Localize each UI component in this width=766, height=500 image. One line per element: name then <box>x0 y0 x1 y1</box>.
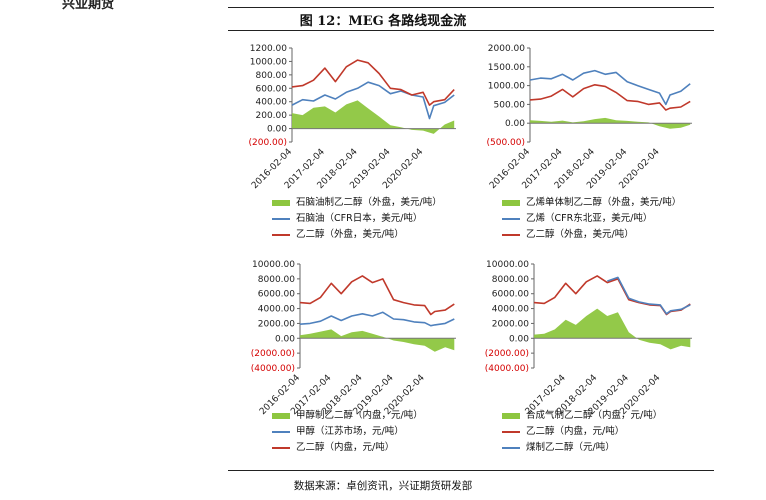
y-tick-label: 1500.00 <box>488 63 525 73</box>
chart-panel-syngas: (4000.00) (2000.00) 0.00 2000.00 4000.00 6000… <box>466 252 706 470</box>
legend-swatch <box>502 413 520 419</box>
title-rule <box>228 30 714 31</box>
series-area <box>292 100 455 134</box>
legend-swatch <box>272 431 290 433</box>
legend-swatch <box>502 431 520 433</box>
y-tick-label: 1200.00 <box>250 44 287 54</box>
series-line <box>607 276 691 315</box>
series-line <box>529 84 691 111</box>
chart-svg-ethylene: (500.00)0.00500.001000.001500.002000.002… <box>486 44 692 191</box>
legend-swatch <box>502 447 520 449</box>
y-tick-label: 1000.00 <box>488 82 525 92</box>
series-line <box>291 81 455 120</box>
y-tick-label: 2000.00 <box>492 319 529 329</box>
legend-swatch <box>272 413 290 419</box>
y-tick-label: 0.00 <box>505 119 525 129</box>
series-area <box>534 308 691 350</box>
legend-label: 甲醇（江苏市场，元/吨） <box>296 426 404 437</box>
y-tick-label: 10000.00 <box>252 260 295 270</box>
chart-svg-methanol: (4000.00) (2000.00) 0.00 2000.00 4000.00 6000… <box>251 260 456 417</box>
legend-swatch <box>502 234 520 236</box>
legend-label: 合成气制乙二醇（内盘，元/吨） <box>526 410 663 421</box>
source-note: 数据来源：卓创资讯，兴证期货研发部 <box>293 480 473 492</box>
y-tick-label: (4000.00) <box>485 364 529 374</box>
clipped-header-text: 兴业期货 <box>62 0 115 12</box>
y-tick-label: 4000.00 <box>258 305 295 315</box>
y-tick-label: 6000.00 <box>492 290 529 300</box>
top-rule <box>228 7 714 8</box>
legend-label: 乙烯（CFR东北亚，美元/吨） <box>526 213 653 224</box>
legend-swatch <box>272 218 290 220</box>
legend-label: 石脑油制乙二醇（外盘，美元/吨） <box>296 197 442 208</box>
y-tick-label: 4000.00 <box>492 305 529 315</box>
legend-label: 煤制乙二醇（元/吨） <box>526 442 615 453</box>
chart-svg-naphtha: (200.00) 0.00 200.00 400.00 600.00 800.00 1000… <box>248 44 456 191</box>
legend-swatch <box>502 218 520 220</box>
series-line <box>299 311 455 327</box>
bottom-rule <box>228 470 714 471</box>
legend-label: 乙烯单体制乙二醇（外盘，美元/吨） <box>526 197 682 208</box>
series-line <box>299 275 455 316</box>
chart-panel-methanol: (4000.00) (2000.00) 0.00 2000.00 4000.00 6000… <box>230 252 470 470</box>
y-tick-label: 0.00 <box>509 334 529 344</box>
y-tick-label: 600.00 <box>256 84 288 94</box>
y-tick-label: (200.00) <box>248 138 287 148</box>
y-tick-label: (2000.00) <box>485 349 529 359</box>
y-tick-label: 0.00 <box>267 125 287 135</box>
chart-panel-ethylene: (500.00) 0.00 500.00 1000.00 1500.00 2000.00 2… <box>466 36 706 254</box>
y-tick-label: 1000.00 <box>250 57 287 67</box>
chart-panel-naphtha: (200.00) 0.00 200.00 400.00 600.00 800.00 1000… <box>230 36 470 254</box>
y-tick-label: 8000.00 <box>492 275 529 285</box>
y-tick-label: 10000.00 <box>486 260 529 270</box>
series-line <box>533 275 691 316</box>
figure-title: 图 12：MEG 各路线现金流 <box>299 14 467 29</box>
y-tick-label: (4000.00) <box>251 364 295 374</box>
y-tick-label: 8000.00 <box>258 275 295 285</box>
y-tick-label: 500.00 <box>494 100 526 110</box>
y-tick-label: (500.00) <box>486 138 525 148</box>
y-tick-label: 800.00 <box>256 71 288 81</box>
series-line <box>529 69 691 106</box>
legend-label: 甲醇制乙二醇（内盘，元/吨） <box>296 410 423 421</box>
legend-label: 乙二醇（内盘，元/吨） <box>296 442 395 453</box>
legend-label: 乙二醇（内盘，元/吨） <box>526 426 625 437</box>
y-tick-label: (2000.00) <box>251 349 295 359</box>
series-line <box>291 59 455 106</box>
y-tick-label: 2000.00 <box>488 44 525 54</box>
legend-swatch <box>272 447 290 449</box>
y-tick-label: 0.00 <box>275 334 295 344</box>
series-area <box>300 329 455 352</box>
legend-swatch <box>272 234 290 236</box>
legend-label: 石脑油（CFR日本，美元/吨） <box>296 213 423 224</box>
y-tick-label: 6000.00 <box>258 290 295 300</box>
legend-swatch <box>502 200 520 206</box>
y-tick-label: 2000.00 <box>258 319 295 329</box>
y-tick-label: 200.00 <box>256 111 288 121</box>
legend-swatch <box>272 200 290 206</box>
legend-label: 乙二醇（外盘，美元/吨） <box>296 229 404 240</box>
chart-svg-syngas: (4000.00) (2000.00) 0.00 2000.00 4000.00 6000… <box>485 260 692 417</box>
legend-label: 乙二醇（外盘，美元/吨） <box>526 229 634 240</box>
y-tick-label: 400.00 <box>256 98 288 108</box>
